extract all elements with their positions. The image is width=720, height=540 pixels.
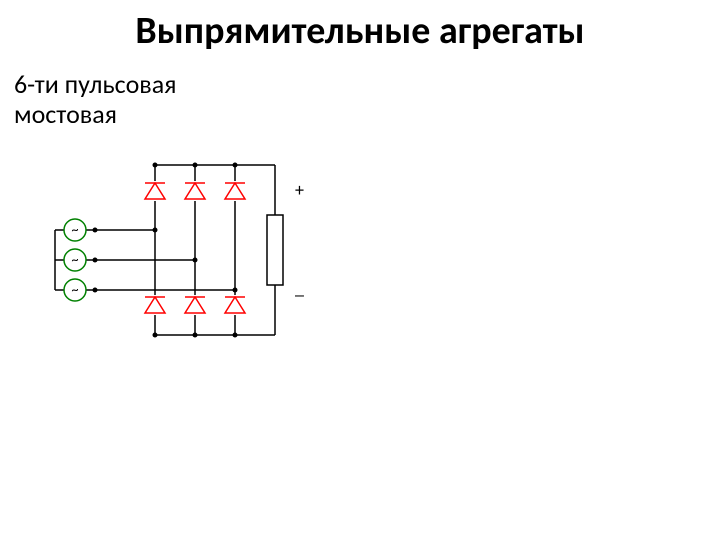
svg-text:~: ~: [72, 221, 79, 238]
svg-text:~: ~: [72, 281, 79, 298]
rectifier-circuit-diagram: ~ ~ ~: [0, 0, 720, 540]
plus-label: +: [295, 179, 304, 201]
svg-text:~: ~: [72, 251, 79, 268]
minus-label: _: [295, 277, 304, 299]
